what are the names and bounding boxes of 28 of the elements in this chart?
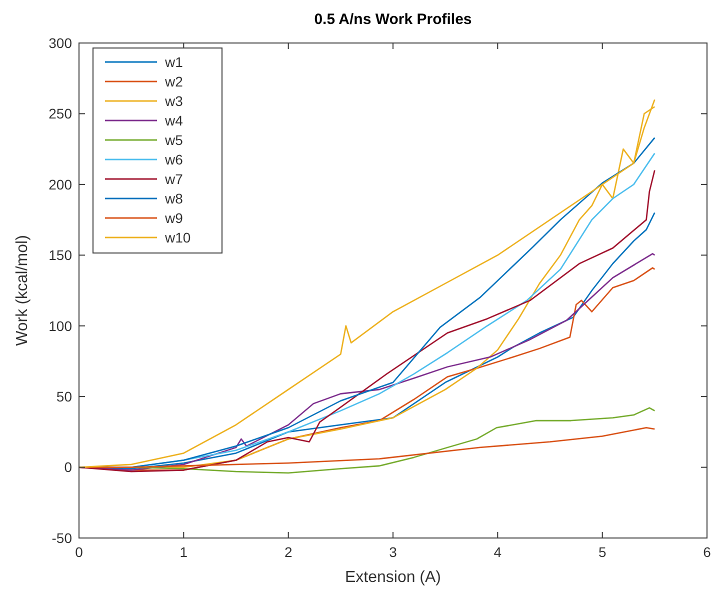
x-tick-label: 4: [494, 544, 502, 560]
y-tick-label: 250: [48, 106, 72, 122]
y-tick-label: 300: [48, 34, 72, 51]
legend-label: w2: [164, 73, 184, 90]
y-tick-label: 150: [48, 247, 72, 264]
chart-title: 0.5 A/ns Work Profiles: [314, 11, 472, 28]
legend-label: w1: [164, 54, 184, 70]
x-tick-label: 0: [75, 544, 84, 560]
legend-label: w5: [164, 132, 184, 148]
x-tick-label: 2: [284, 544, 292, 560]
x-tick-label: 5: [598, 544, 606, 560]
x-tick-label: 6: [703, 544, 711, 560]
legend-label: w3: [164, 92, 184, 109]
legend-label: w8: [164, 190, 184, 206]
x-tick-label: 3: [389, 544, 398, 560]
y-tick-label: -50: [52, 530, 72, 546]
x-tick-label: 1: [180, 544, 188, 560]
legend-label: w6: [164, 151, 184, 168]
legend-label: w4: [164, 112, 184, 128]
x-axis-title: Extension (A): [344, 569, 442, 586]
y-axis-title: Work (kcal/mol): [14, 235, 31, 346]
y-tick-label: 200: [48, 176, 72, 192]
y-tick-label: 100: [48, 318, 72, 334]
y-tick-label: 50: [56, 388, 72, 404]
y-tick-label: 0: [64, 459, 72, 476]
legend-label: w7: [164, 170, 184, 187]
legend-label: w10: [164, 229, 191, 246]
legend-label: w9: [164, 210, 184, 226]
